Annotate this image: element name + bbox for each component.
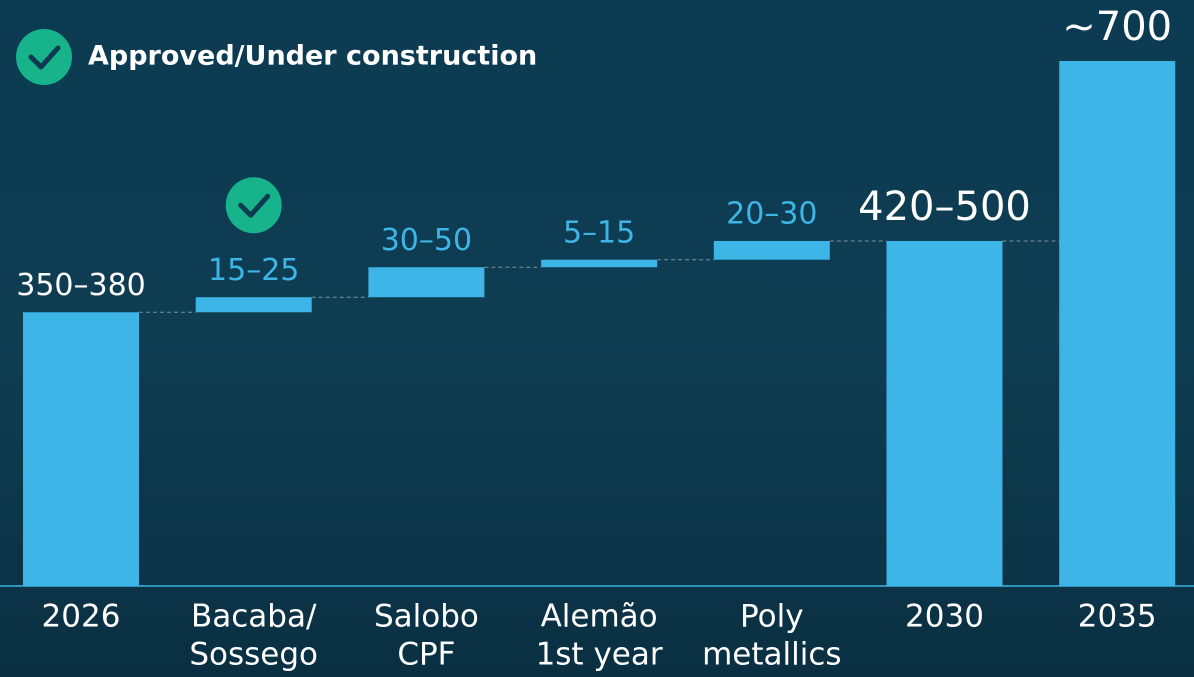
check-mark: [28, 45, 61, 70]
check-icon: [16, 29, 72, 85]
category-label: Sossego: [189, 637, 318, 673]
legend: Approved/Under construction: [16, 29, 537, 85]
category-label: 2026: [42, 599, 121, 635]
check-icon: [225, 177, 282, 234]
bar: [541, 259, 658, 268]
value-label: 15–25: [208, 253, 299, 288]
bar: [368, 267, 485, 298]
bar: [195, 297, 312, 313]
value-label: 350–380: [16, 268, 146, 303]
value-label: 30–50: [381, 223, 472, 258]
bar: [713, 241, 830, 260]
category-label: Bacaba/: [191, 599, 317, 635]
check-mark: [238, 193, 271, 218]
value-label: 5–15: [563, 215, 635, 250]
value-label: 420–500: [858, 184, 1031, 230]
value-label: ~700: [1062, 4, 1172, 50]
legend-label: Approved/Under construction: [88, 41, 537, 72]
bar: [23, 312, 139, 586]
category-label: Salobo: [374, 599, 479, 635]
bar: [1059, 61, 1176, 586]
category-label: metallics: [702, 637, 841, 673]
category-label: 2035: [1078, 599, 1157, 635]
category-label: Alemão: [541, 599, 658, 635]
category-label: Poly: [740, 599, 804, 635]
category-label: 1st year: [536, 637, 663, 673]
value-label: 20–30: [726, 197, 817, 232]
bar: [886, 241, 1003, 586]
category-label: 2030: [905, 599, 984, 635]
category-label: CPF: [397, 637, 455, 673]
